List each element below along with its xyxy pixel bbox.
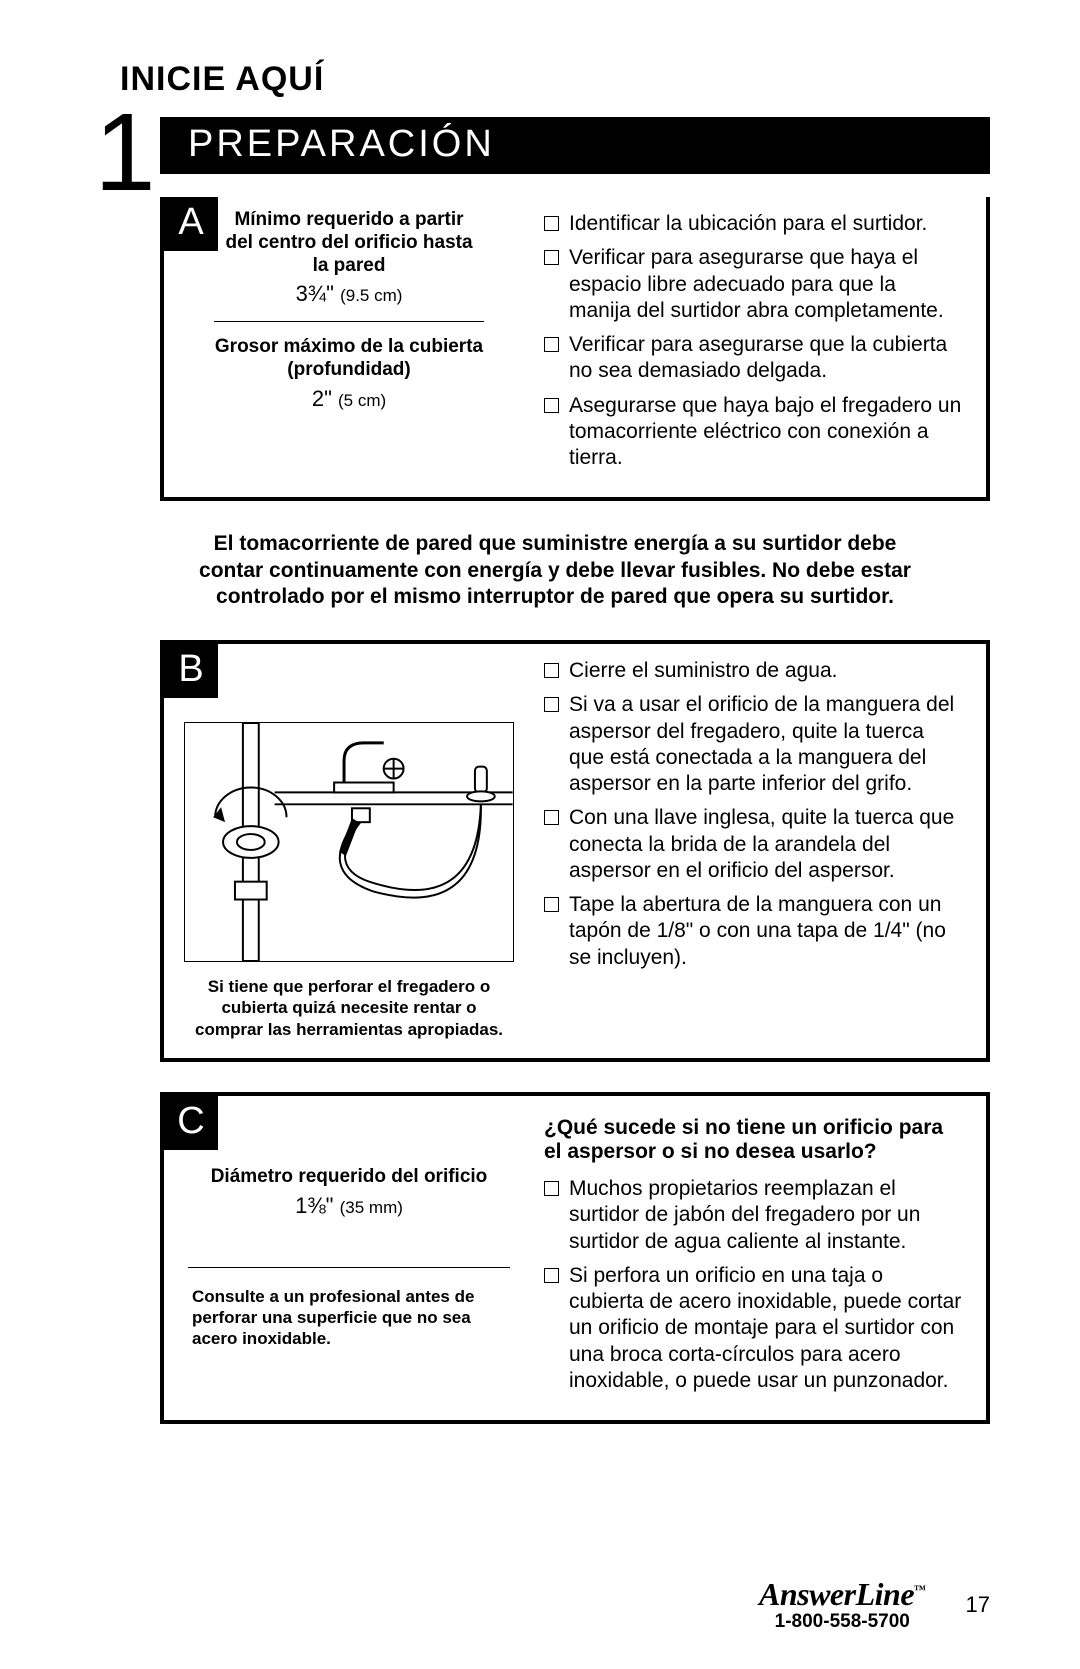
spec2-value: 2" (5 cm): [184, 386, 514, 412]
divider: [188, 1267, 510, 1268]
panel-c-left: Diámetro requerido del orificio 1⅜" (35 …: [164, 1096, 534, 1420]
panel-b-right: Cierre el suministro de agua. Si va a us…: [534, 644, 986, 1058]
panel-b-note: Si tiene que perforar el fregadero o cub…: [184, 976, 514, 1040]
panel-c: C Diámetro requerido del orificio 1⅜" (3…: [160, 1092, 990, 1424]
spec1-value: 3¾" (9.5 cm): [184, 281, 514, 307]
panel-b: B: [160, 640, 990, 1062]
checkbox-icon: [544, 250, 559, 265]
panel-a-badge: A: [164, 197, 218, 251]
panel-a-left: Mínimo requerido a partir del centro del…: [164, 197, 534, 497]
check-item: Tape la abertura de la manguera con un t…: [544, 892, 962, 971]
footer: AnswerLine™ 1-800-558-5700 17: [90, 1576, 990, 1633]
brand-name: AnswerLine™: [759, 1576, 926, 1613]
section-header-row: 1 PREPARACIÓN: [90, 117, 990, 197]
spec2-title: Grosor máximo de la cubierta (profundida…: [184, 336, 514, 382]
page-number: 17: [966, 1592, 990, 1618]
checkbox-icon: [544, 1181, 559, 1196]
panel-c-badge: C: [164, 1096, 218, 1150]
check-item: Si perfora un orificio en una taja o cub…: [544, 1263, 962, 1394]
checkbox-icon: [544, 398, 559, 413]
check-item: Cierre el suministro de agua.: [544, 658, 962, 684]
start-here-heading: INICIE AQUÍ: [120, 60, 990, 99]
panel-c-question: ¿Qué sucede si no tiene un orificio para…: [544, 1116, 962, 1164]
divider: [214, 321, 484, 322]
sink-diagram: [184, 722, 514, 962]
brand-block: AnswerLine™ 1-800-558-5700: [759, 1576, 926, 1633]
panel-c-note: Consulte a un profesional antes de perfo…: [184, 1286, 514, 1350]
checkbox-icon: [544, 810, 559, 825]
check-item: Identificar la ubicación para el surtido…: [544, 211, 962, 237]
spec1-title: Mínimo requerido a partir del centro del…: [184, 209, 514, 277]
step-number: 1: [90, 109, 160, 197]
spec-c-value: 1⅜" (35 mm): [184, 1193, 514, 1219]
checkbox-icon: [544, 1268, 559, 1283]
panel-a-right: Identificar la ubicación para el surtido…: [534, 197, 986, 497]
panel-b-badge: B: [164, 644, 218, 698]
check-item: Asegurarse que haya bajo el fregadero un…: [544, 393, 962, 472]
checkbox-icon: [544, 897, 559, 912]
panel-a: A Mínimo requerido a partir del centro d…: [160, 197, 990, 501]
section-title: PREPARACIÓN: [160, 117, 990, 174]
check-item: Muchos propietarios reemplazan el surtid…: [544, 1176, 962, 1255]
checkbox-icon: [544, 216, 559, 231]
checkbox-icon: [544, 663, 559, 678]
check-item: Si va a usar el orificio de la manguera …: [544, 692, 962, 797]
spec-c-title: Diámetro requerido del orificio: [184, 1166, 514, 1189]
check-item: Con una llave inglesa, quite la tuerca q…: [544, 805, 962, 884]
check-item: Verificar para asegurarse que la cubiert…: [544, 332, 962, 385]
check-item: Verificar para asegurarse que haya el es…: [544, 245, 962, 324]
checkbox-icon: [544, 697, 559, 712]
panel-b-left: Si tiene que perforar el fregadero o cub…: [164, 644, 534, 1058]
checkbox-icon: [544, 337, 559, 352]
panel-c-right: ¿Qué sucede si no tiene un orificio para…: [534, 1096, 986, 1420]
brand-phone: 1-800-558-5700: [759, 1611, 926, 1633]
warning-paragraph: El tomacorriente de pared que suministre…: [180, 531, 930, 610]
